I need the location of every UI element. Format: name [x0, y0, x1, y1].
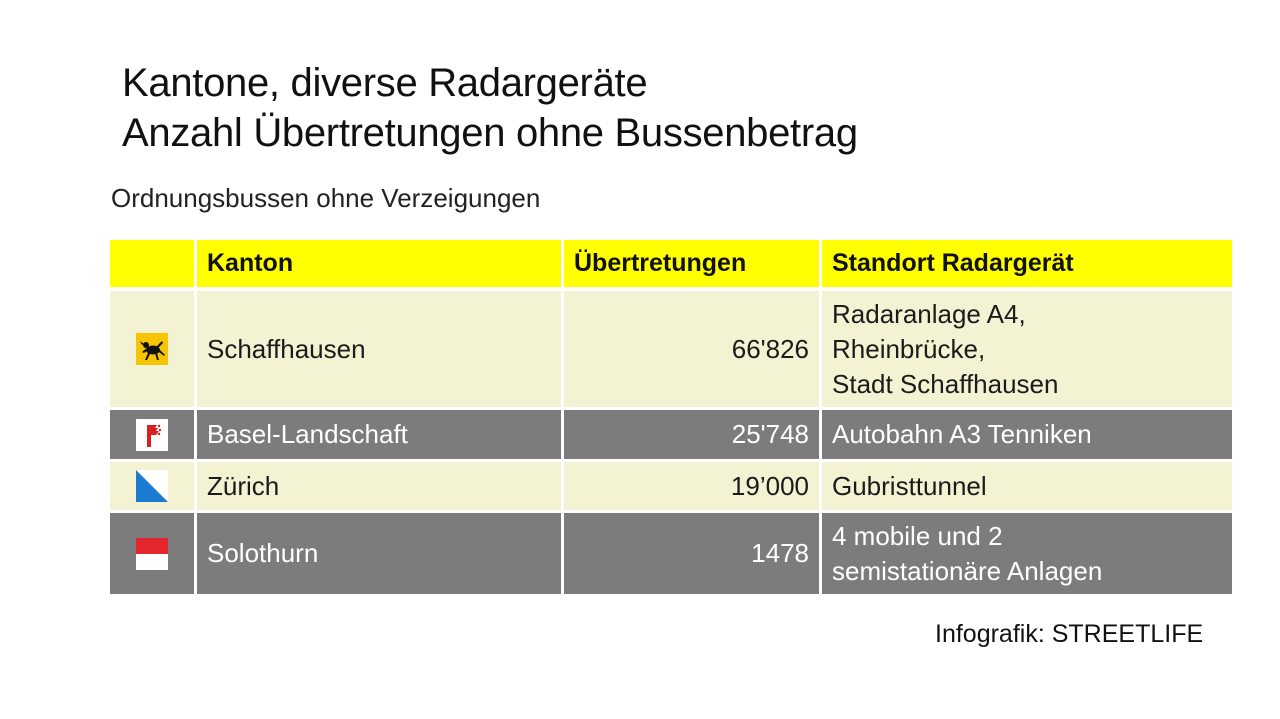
flag-cell — [110, 513, 197, 594]
violations-value: 19’000 — [564, 462, 822, 510]
location-line: semistationäre Anlagen — [832, 555, 1103, 586]
location-cell: 4 mobile und 2 semistationäre Anlagen — [822, 513, 1232, 594]
header-violations: Übertretungen — [564, 240, 822, 287]
page-title: Kantone, diverse Radargeräte Anzahl Über… — [122, 58, 858, 158]
location-cell: Radaranlage A4, Rheinbrücke, Stadt Schaf… — [822, 291, 1232, 407]
location-line: 4 mobile und 2 — [832, 520, 1003, 551]
header-flag-cell — [110, 240, 197, 287]
table-row: Zürich 19’000 Gubristtunnel — [110, 462, 1232, 513]
flag-cell — [110, 291, 197, 407]
title-line-1: Kantone, diverse Radargeräte — [122, 61, 648, 105]
location-line: Rheinbrücke, — [832, 333, 986, 364]
schaffhausen-flag-icon — [136, 333, 168, 365]
canton-name: Zürich — [197, 462, 564, 510]
source-credit: Infografik: STREETLIFE — [935, 620, 1204, 648]
flag-cell — [110, 462, 197, 510]
location-cell: Autobahn A3 Tenniken — [822, 410, 1232, 459]
radar-table: Kanton Übertretungen Standort Radargerät — [110, 240, 1232, 594]
location-line: Autobahn A3 Tenniken — [832, 419, 1092, 449]
table-row: Schaffhausen 66'826 Radaranlage A4, Rhei… — [110, 291, 1232, 410]
location-cell: Gubristtunnel — [822, 462, 1232, 510]
canton-name: Solothurn — [197, 513, 564, 594]
violations-value: 1478 — [564, 513, 822, 594]
violations-value: 66'826 — [564, 291, 822, 407]
solothurn-flag-icon — [136, 537, 168, 570]
violations-value: 25'748 — [564, 410, 822, 459]
header-location: Standort Radargerät — [832, 249, 1074, 277]
page-subtitle: Ordnungsbussen ohne Verzeigungen — [111, 183, 541, 213]
table-row: Solothurn 1478 4 mobile und 2 semistatio… — [110, 513, 1232, 594]
location-line: Radaranlage A4, — [832, 298, 1026, 329]
location-line: Stadt Schaffhausen — [832, 368, 1059, 399]
table-row: Basel-Landschaft 25'748 Autobahn A3 Tenn… — [110, 410, 1232, 462]
location-line: Gubristtunnel — [832, 470, 987, 501]
canton-name: Schaffhausen — [197, 291, 564, 407]
header-canton: Kanton — [197, 240, 564, 287]
flag-cell — [110, 410, 197, 459]
zurich-flag-icon — [136, 470, 168, 502]
title-line-2: Anzahl Übertretungen ohne Bussenbetrag — [122, 111, 858, 155]
table-header-row: Kanton Übertretungen Standort Radargerät — [110, 240, 1232, 291]
basel-landschaft-flag-icon — [136, 418, 168, 451]
canton-name: Basel-Landschaft — [197, 410, 564, 459]
